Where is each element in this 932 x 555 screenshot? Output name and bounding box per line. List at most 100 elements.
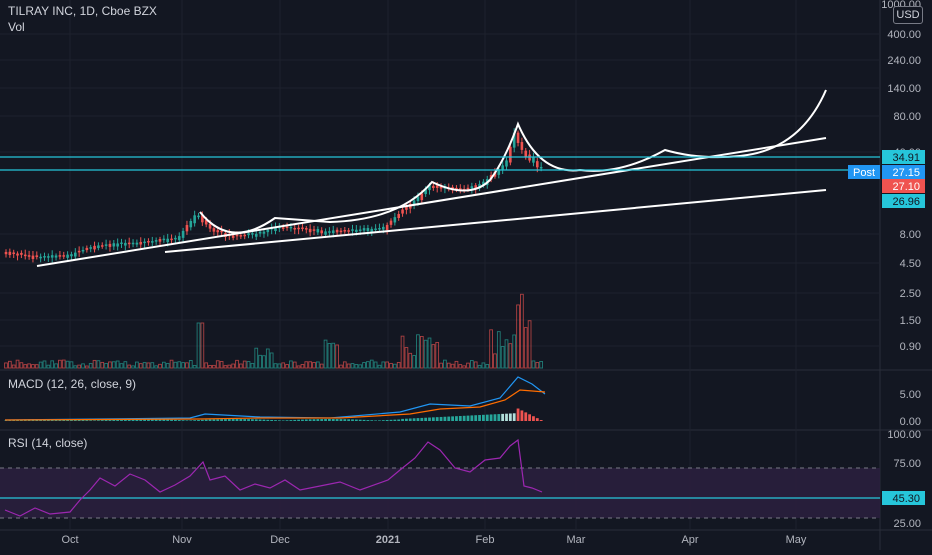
candle-body	[366, 228, 370, 232]
macd-histogram-bar	[405, 418, 408, 421]
candle-body	[539, 166, 543, 169]
volume-bar	[443, 359, 447, 369]
macd-histogram-bar	[189, 420, 193, 421]
candle-body	[112, 243, 116, 247]
candle-body	[31, 255, 35, 259]
candle-body	[154, 240, 158, 242]
rsi-tick-label: 75.00	[893, 458, 921, 470]
price-tick-label: 2.50	[900, 288, 921, 300]
candle-body	[397, 214, 400, 219]
volume-label: Vol	[8, 20, 25, 34]
volume-bar	[246, 361, 251, 369]
volume-bar	[46, 364, 51, 369]
time-tick-label: Feb	[476, 534, 495, 546]
candle-body	[424, 188, 427, 195]
time-axis: Oct Nov Dec 2021 Feb Mar Apr May	[61, 534, 806, 546]
candle-body	[20, 252, 23, 255]
volume-bar	[496, 331, 501, 369]
macd-histogram-bar	[478, 415, 481, 421]
volume-bar	[219, 361, 224, 369]
volume-bar	[235, 359, 239, 369]
volume-bar	[473, 361, 478, 369]
volume-bar	[339, 364, 343, 369]
volume-bar	[135, 361, 139, 369]
candle-body	[274, 227, 277, 232]
volume-bar	[208, 364, 212, 369]
macd-histogram-bar	[451, 416, 454, 421]
macd-histogram-bar	[378, 420, 381, 421]
horizontal-lines	[0, 156, 880, 171]
candle-body	[293, 227, 297, 230]
macd-histogram-bar	[312, 419, 316, 421]
volume-bar	[516, 304, 520, 369]
macd-histogram-bar	[193, 420, 197, 421]
volume-bar	[431, 344, 436, 369]
candle-body	[50, 255, 54, 258]
volume-bar	[385, 361, 389, 369]
volume-bar	[96, 360, 101, 369]
macd-histogram-bar	[485, 414, 489, 421]
macd-histogram-bar	[77, 419, 81, 421]
candle-body	[389, 220, 393, 225]
macd-histogram-bar	[262, 419, 266, 421]
volume-bar	[265, 348, 270, 369]
candle-body	[505, 160, 508, 167]
candle-body	[428, 185, 431, 191]
candle-body	[93, 245, 96, 250]
volume-bar	[408, 352, 413, 369]
volume-bar	[354, 364, 359, 369]
macd-histogram-bar	[320, 419, 324, 421]
macd-histogram-bar	[497, 414, 501, 421]
macd-tick-label: 5.00	[900, 389, 921, 401]
macd-histogram-bar	[73, 419, 77, 421]
candle-body	[8, 251, 12, 255]
macd-histogram-bar	[174, 419, 177, 421]
candle-body	[416, 196, 420, 202]
macd-histogram-bar	[4, 420, 8, 421]
volume-bar	[169, 359, 174, 369]
candle-body	[378, 228, 381, 230]
candle-body	[16, 253, 19, 256]
candle-body	[401, 209, 404, 214]
volume-bar	[296, 365, 301, 369]
macd-histogram-bar	[266, 419, 270, 421]
candle-body	[108, 243, 112, 247]
macd-histogram-bar	[370, 420, 374, 421]
macd-histogram-bar	[458, 415, 462, 421]
macd-histogram-bar	[385, 420, 389, 421]
volume-bar	[362, 362, 366, 369]
candle-body	[151, 241, 154, 243]
volume-bar	[350, 363, 355, 369]
candle-body	[23, 254, 27, 257]
symbol-title: TILRAY INC, 1D, Cboe BZX	[8, 4, 157, 18]
macd-label: MACD (12, 26, close, 9)	[8, 377, 137, 391]
volume-bar	[419, 335, 424, 369]
candle-body	[459, 188, 462, 190]
macd-histogram-bar	[516, 408, 520, 421]
volume-bar	[512, 334, 517, 369]
candle-body	[435, 185, 439, 188]
candle-body	[370, 228, 374, 233]
macd-histogram-bar	[416, 418, 420, 421]
volume-bar	[477, 364, 482, 369]
macd-histogram-bar	[401, 418, 404, 421]
volume-bar	[215, 360, 220, 369]
time-tick-label: May	[786, 534, 807, 546]
volume-bar	[277, 363, 282, 369]
volume-bar	[531, 360, 536, 369]
candle-body	[254, 233, 258, 237]
macd-histogram-bar	[116, 419, 120, 421]
candle-body	[266, 229, 270, 233]
macd-histogram-bar	[489, 414, 493, 421]
macd-histogram-bar	[166, 419, 170, 421]
currency-button[interactable]: USD	[893, 6, 923, 24]
candle-body	[62, 255, 66, 257]
volume-bar	[427, 337, 432, 369]
candle-body	[470, 186, 474, 189]
macd-histogram-bar	[212, 419, 216, 421]
macd-histogram-bar	[428, 417, 431, 421]
candle-body	[281, 227, 285, 229]
